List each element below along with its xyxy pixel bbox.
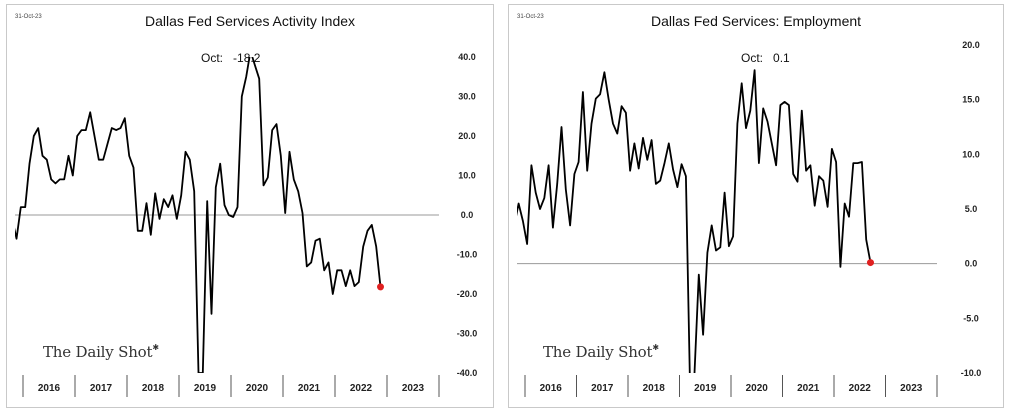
y-tick-label: 20.0 xyxy=(962,40,980,50)
chart-title: Dallas Fed Services: Employment xyxy=(650,13,862,29)
watermark-logo: The Daily Shot✱ xyxy=(43,343,159,361)
y-tick-label: 10.0 xyxy=(458,171,476,181)
y-tick-label: -5.0 xyxy=(963,313,979,323)
y-tick-label: 15.0 xyxy=(962,95,980,105)
date-stamp: 31-Oct-23 xyxy=(517,14,544,20)
x-tick-label: 2016 xyxy=(540,383,563,394)
latest-value-callout: Oct: 0.1 xyxy=(741,51,790,65)
line-chart-employment: 20.0 15.0 10.0 5.0 0.0 -5.0 -10.0 2016 2017 2018 2… xyxy=(517,40,982,397)
chart-title: Dallas Fed Services Activity Index xyxy=(144,13,356,29)
x-tick-label: 2016 xyxy=(38,383,61,394)
y-tick-label: -10.0 xyxy=(457,250,478,260)
x-tick-label: 2017 xyxy=(90,383,113,394)
x-tick-label: 2017 xyxy=(591,383,614,394)
x-tick-label: 2018 xyxy=(142,383,165,394)
y-tick-label: -40.0 xyxy=(457,368,478,378)
date-stamp: 31-Oct-23 xyxy=(15,14,42,20)
x-tick-label: 2023 xyxy=(900,383,923,394)
y-tick-label: 0.0 xyxy=(965,259,978,269)
latest-point-marker xyxy=(866,259,874,267)
chart-panel-activity-index: 31-Oct-23 Dallas Fed Services Activity I… xyxy=(6,4,494,408)
x-tick-label: 2019 xyxy=(694,383,717,394)
x-tick-label: 2022 xyxy=(849,383,872,394)
series-line xyxy=(517,69,872,373)
x-tick-label: 2019 xyxy=(194,383,217,394)
y-tick-label: 0.0 xyxy=(461,210,474,220)
y-tick-label: 10.0 xyxy=(962,149,980,159)
series-line xyxy=(15,57,382,373)
callout-value: 0.1 xyxy=(773,51,790,65)
callout-label: Oct: xyxy=(201,51,224,65)
y-tick-label: -20.0 xyxy=(457,289,478,299)
chart-panel-employment: 31-Oct-23 Dallas Fed Services: Employmen… xyxy=(508,4,1004,408)
y-tick-label: 30.0 xyxy=(458,92,476,102)
watermark-star-icon: ✱ xyxy=(652,343,659,352)
x-tick-label: 2022 xyxy=(350,383,373,394)
watermark-text: The Daily Shot xyxy=(543,343,653,361)
x-tick-label: 2020 xyxy=(246,383,269,394)
watermark-logo: The Daily Shot✱ xyxy=(543,343,659,361)
watermark-text: The Daily Shot xyxy=(43,343,153,361)
callout-label: Oct: xyxy=(741,51,764,65)
x-tick-label: 2018 xyxy=(643,383,666,394)
y-tick-label: 20.0 xyxy=(458,131,476,141)
watermark-star-icon: ✱ xyxy=(152,343,159,352)
x-tick-label: 2020 xyxy=(746,383,769,394)
latest-point-marker xyxy=(377,283,384,291)
y-tick-label: -30.0 xyxy=(457,329,478,339)
line-chart-activity-index: 40.0 30.0 20.0 10.0 0.0 -10.0 -20.0 -30.0 -40.0 2… xyxy=(15,52,478,397)
x-tick-label: 2023 xyxy=(402,383,425,394)
y-tick-label: 40.0 xyxy=(458,52,476,62)
x-tick-label: 2021 xyxy=(298,383,321,394)
y-tick-label: -10.0 xyxy=(961,368,982,378)
x-tick-label: 2021 xyxy=(797,383,820,394)
y-tick-label: 5.0 xyxy=(965,204,978,214)
